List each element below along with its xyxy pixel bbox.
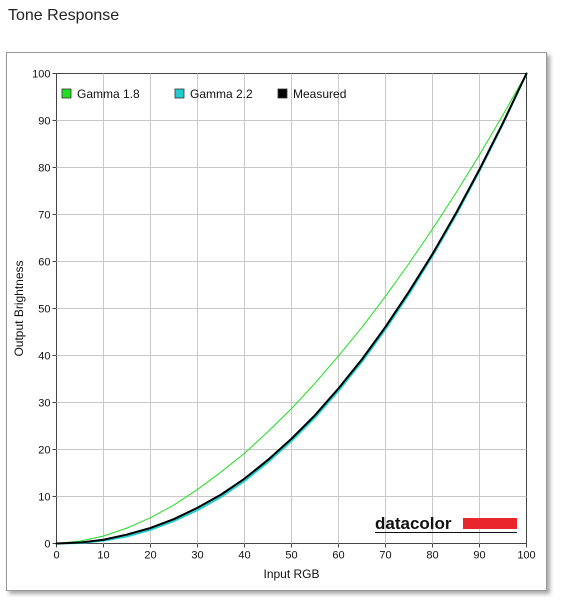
- legend: Gamma 1.8 Gamma 2.2 Measured: [61, 87, 346, 101]
- page-title: Tone Response: [8, 7, 120, 24]
- datacolor-logo-text: datacolor: [375, 514, 452, 533]
- y-axis-label: Output Brightness: [12, 260, 26, 356]
- y-tick-label: 40: [38, 351, 50, 363]
- x-tick-label: 0: [53, 550, 59, 562]
- y-tick-label: 60: [38, 257, 50, 269]
- y-tick-label: 20: [38, 445, 50, 457]
- series-line-gamma-1-8: [56, 73, 527, 544]
- x-tick-label: 90: [473, 550, 485, 562]
- x-tick-label: 30: [191, 550, 203, 562]
- y-tick-label: 100: [32, 69, 50, 81]
- series-line-measured: [55, 72, 528, 545]
- y-tick-label: 30: [38, 398, 50, 410]
- y-tick-label: 90: [38, 116, 50, 128]
- x-tick-label: 80: [426, 550, 438, 562]
- x-tick-label: 10: [97, 550, 109, 562]
- chart-frame: 0 10 20 30 40 50 60 70 80 90 100 0 10 20 30 40 50 60 70 80 9…: [6, 52, 547, 591]
- y-tick-label: 80: [38, 163, 50, 175]
- x-tick-label: 20: [144, 550, 156, 562]
- datacolor-logo-bar: [463, 518, 517, 529]
- y-tick-label: 70: [38, 210, 50, 222]
- x-axis-label: Input RGB: [263, 567, 319, 581]
- legend-label-gamma-1-8: Gamma 1.8: [77, 87, 140, 101]
- datacolor-logo-underline: [375, 532, 517, 533]
- legend-label-gamma-2-2: Gamma 2.2: [190, 87, 253, 101]
- x-tick-label: 40: [238, 550, 250, 562]
- x-tick-label: 100: [517, 550, 535, 562]
- datacolor-logo: datacolor: [375, 514, 517, 533]
- axis-ticks: 0 10 20 30 40 50 60 70 80 90 100 0 10 20 30 40 50 60 70 80 9…: [32, 69, 536, 562]
- x-tick-label: 60: [332, 550, 344, 562]
- legend-label-measured: Measured: [293, 87, 346, 101]
- y-tick-label: 10: [38, 492, 50, 504]
- x-tick-label: 70: [379, 550, 391, 562]
- tone-response-chart: 0 10 20 30 40 50 60 70 80 90 100 0 10 20 30 40 50 60 70 80 9…: [12, 69, 536, 582]
- grid-lines: [56, 73, 527, 544]
- y-tick-label: 50: [38, 304, 50, 316]
- legend-swatch-gamma-1-8: [61, 88, 72, 99]
- legend-swatch-gamma-2-2: [174, 88, 185, 99]
- series-lines: [55, 72, 528, 545]
- y-tick-label: 0: [44, 539, 50, 551]
- legend-swatch-measured: [277, 88, 288, 99]
- x-tick-label: 50: [285, 550, 297, 562]
